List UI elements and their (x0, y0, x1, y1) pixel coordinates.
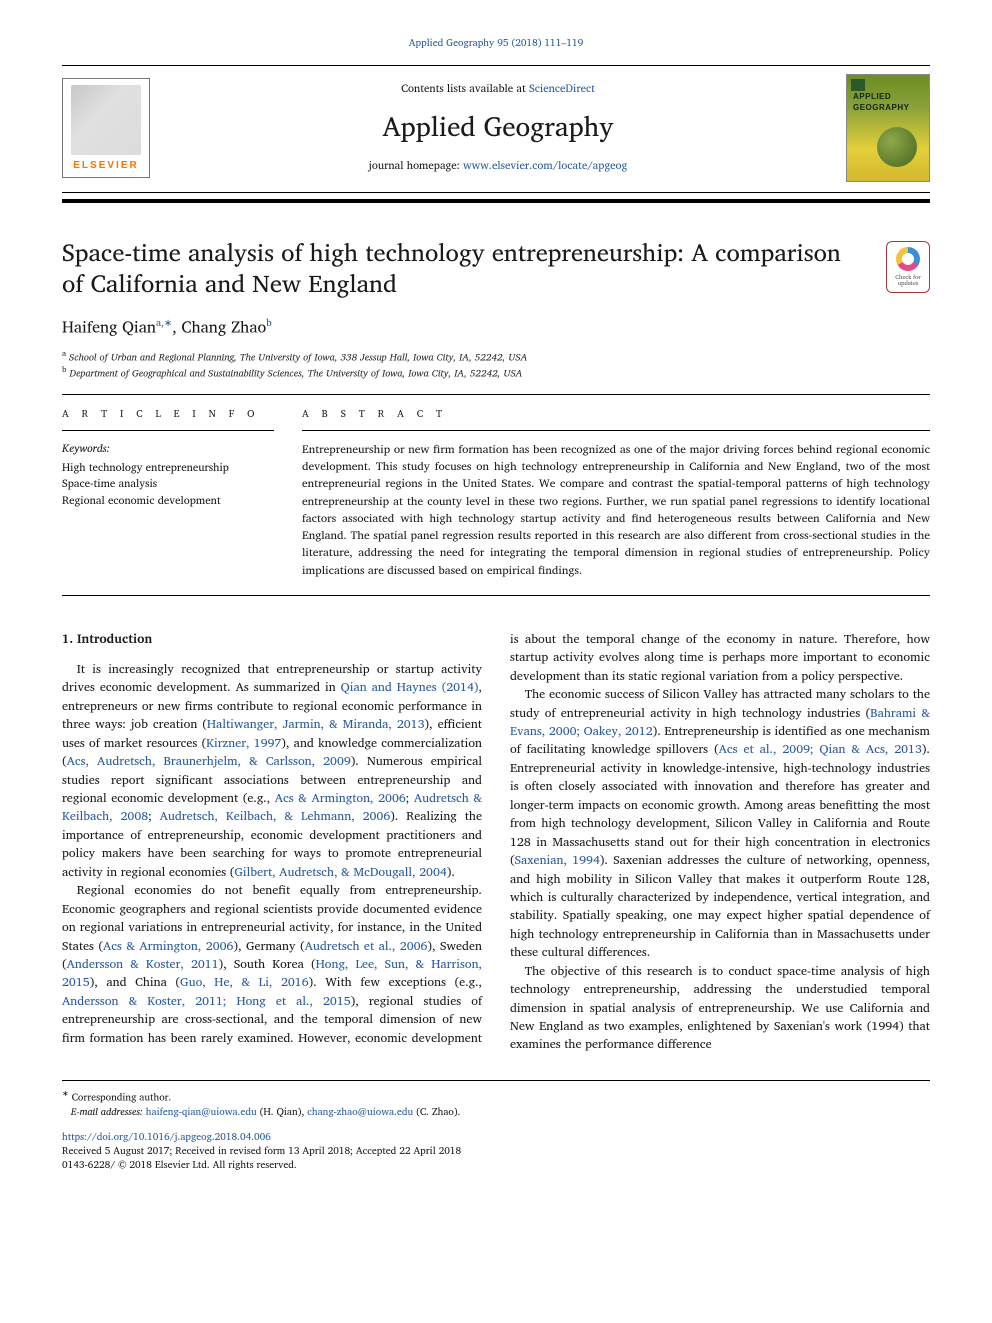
journal-reference: Applied Geography 95 (2018) 111–119 (62, 36, 930, 51)
body-columns: 1. Introduction It is increasingly recog… (62, 630, 930, 1054)
footnotes: ∗ Corresponding author. E-mail addresses… (62, 1080, 930, 1172)
header-rule (62, 199, 930, 203)
abstract-text: Entrepreneurship or new firm formation h… (302, 441, 930, 579)
author-1-affil-sup[interactable]: a,∗ (156, 315, 172, 331)
sciencedirect-link[interactable]: ScienceDirect (529, 79, 595, 97)
contents-available-line: Contents lists available at ScienceDirec… (162, 81, 834, 97)
body-paragraph: It is increasingly recognized that entre… (62, 660, 482, 881)
keyword-item: Space-time analysis (62, 475, 274, 492)
article-info-label: A R T I C L E I N F O (62, 407, 274, 431)
affiliation-b: b Department of Geographical and Sustain… (62, 364, 930, 380)
affiliations: a School of Urban and Regional Planning,… (62, 348, 930, 381)
section-heading-introduction: 1. Introduction (62, 630, 482, 648)
doi-block: https://doi.org/10.1016/j.apgeog.2018.04… (62, 1130, 930, 1172)
author-1: Haifeng Qian (62, 315, 156, 341)
author-2-affil-sup[interactable]: b (266, 315, 272, 331)
email-addresses-line: E-mail addresses: haifeng-qian@uiowa.edu… (62, 1105, 930, 1120)
journal-cover-thumbnail: APPLIEDGEOGRAPHY (846, 74, 930, 182)
crossmark-icon (896, 247, 920, 271)
corresponding-author-note: ∗ Corresponding author. (62, 1087, 930, 1105)
authors-line: Haifeng Qiana,∗, Chang Zhaob (62, 316, 930, 340)
body-paragraph: The economic success of Silicon Valley h… (510, 685, 930, 962)
journal-name: Applied Geography (162, 107, 834, 146)
info-abstract-block: A R T I C L E I N F O Keywords: High tec… (62, 394, 930, 596)
header-center: Contents lists available at ScienceDirec… (162, 81, 834, 174)
article-title: Space-time analysis of high technology e… (62, 237, 868, 301)
author-2: Chang Zhao (181, 315, 266, 341)
issn-copyright: 0143-6228/ © 2018 Elsevier Ltd. All righ… (62, 1157, 297, 1173)
elsevier-wordmark: ELSEVIER (73, 159, 138, 174)
email-link-2[interactable]: chang-zhao@uiowa.edu (307, 1104, 413, 1120)
keyword-item: Regional economic development (62, 492, 274, 509)
title-row: Space-time analysis of high technology e… (62, 237, 930, 301)
abstract-column: A B S T R A C T Entrepreneurship or new … (302, 407, 930, 579)
cover-title: APPLIEDGEOGRAPHY (853, 91, 910, 114)
keywords-label: Keywords: (62, 441, 274, 457)
body-paragraph: The objective of this research is to con… (510, 962, 930, 1054)
cover-stripe-icon (851, 79, 865, 91)
journal-reference-link[interactable]: Applied Geography 95 (2018) 111–119 (409, 35, 583, 51)
cover-globe-icon (877, 127, 917, 167)
email-label: E-mail addresses: (71, 1104, 143, 1120)
homepage-prefix: journal homepage: (369, 156, 463, 174)
homepage-line: journal homepage: www.elsevier.com/locat… (162, 158, 834, 174)
homepage-link[interactable]: www.elsevier.com/locate/apgeog (463, 156, 627, 174)
contents-prefix: Contents lists available at (401, 79, 529, 97)
article-info-column: A R T I C L E I N F O Keywords: High tec… (62, 407, 274, 579)
keyword-item: High technology entrepreneurship (62, 459, 274, 476)
email-who-1: (H. Qian) (260, 1104, 302, 1120)
journal-header: ELSEVIER Contents lists available at Sci… (62, 65, 930, 193)
check-updates-text: Check forupdates (895, 274, 920, 286)
keywords-list: High technology entrepreneurship Space-t… (62, 459, 274, 509)
elsevier-logo: ELSEVIER (62, 78, 150, 178)
email-who-2: (C. Zhao). (416, 1104, 460, 1120)
email-link-1[interactable]: haifeng-qian@uiowa.edu (146, 1104, 257, 1120)
affiliation-a: a School of Urban and Regional Planning,… (62, 348, 930, 364)
elsevier-tree-icon (71, 85, 141, 155)
check-updates-badge[interactable]: Check forupdates (886, 241, 930, 293)
abstract-label: A B S T R A C T (302, 407, 930, 431)
